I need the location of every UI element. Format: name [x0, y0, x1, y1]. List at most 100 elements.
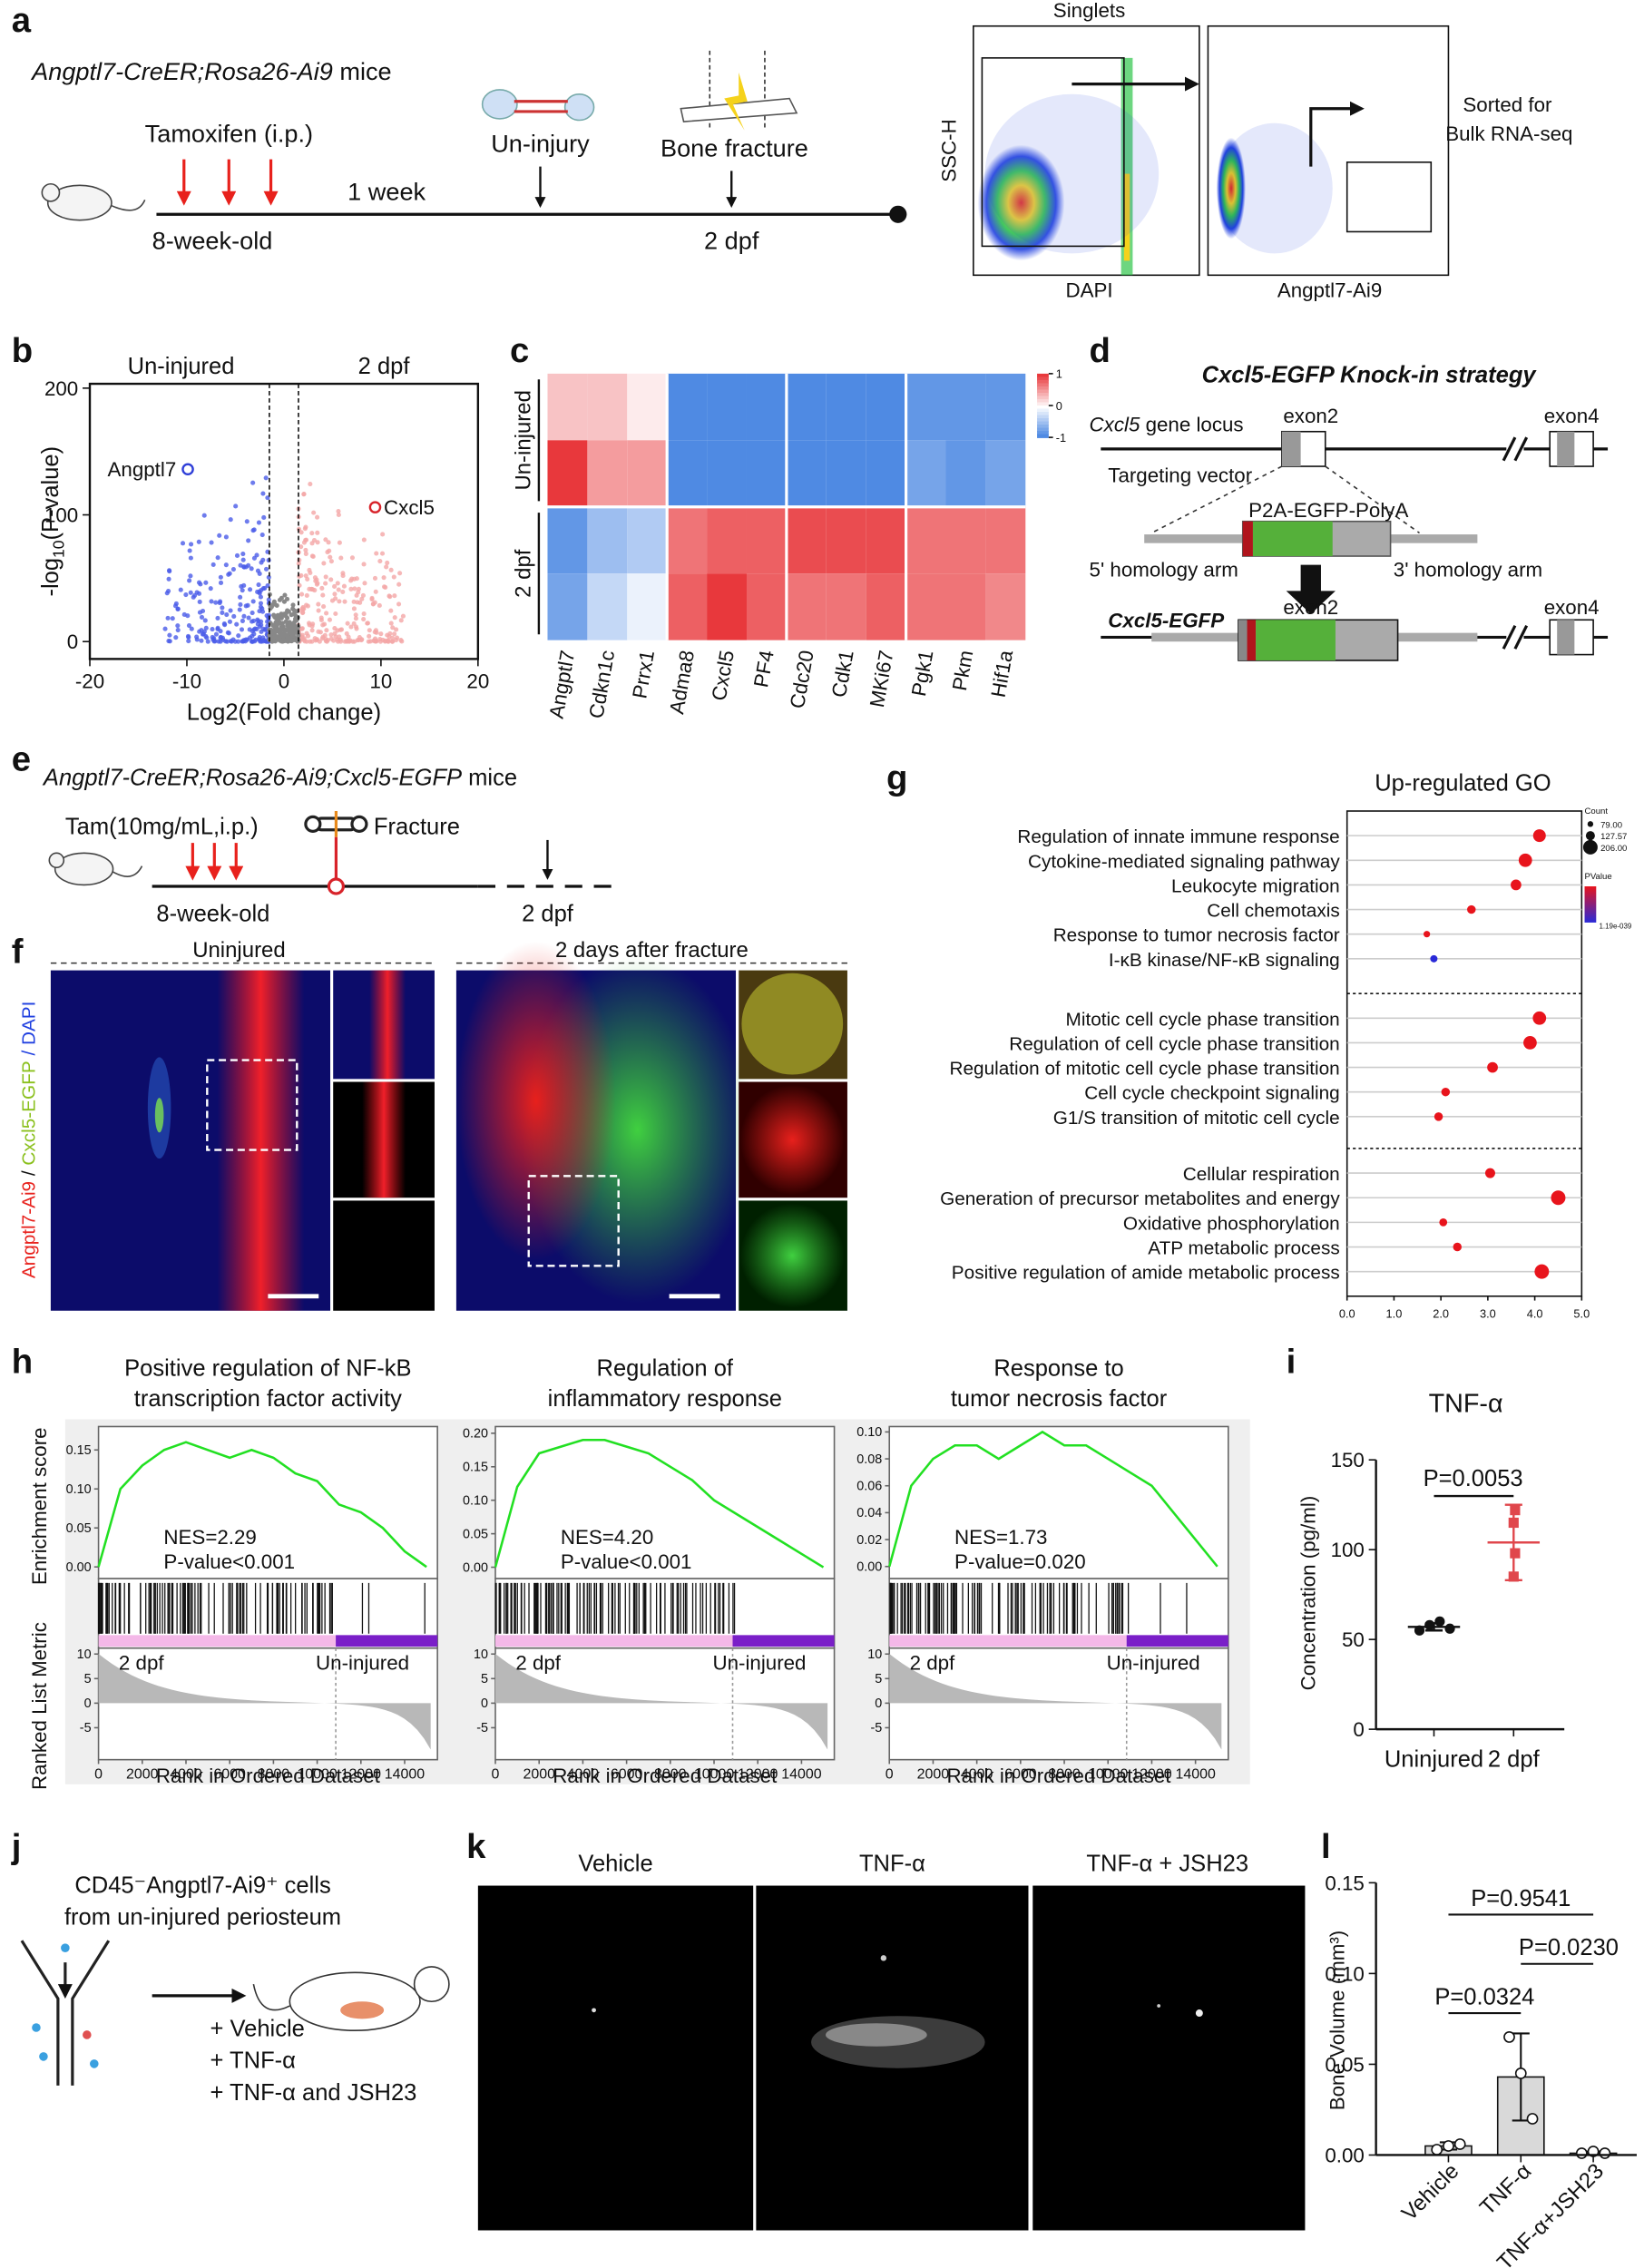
heat-cell: [547, 440, 588, 507]
panel-letter: j: [11, 1827, 22, 1866]
heat-cell: [866, 373, 906, 441]
background-point: [308, 639, 313, 644]
label: NES=4.20: [561, 1526, 653, 1549]
background-point: [246, 615, 251, 621]
background-point: [239, 627, 245, 632]
background-point: [360, 592, 366, 598]
label-part: -log: [38, 558, 64, 597]
flow-plots: [973, 24, 1450, 277]
label: 2 dpf: [358, 354, 411, 379]
label: Bone fracture: [661, 133, 808, 161]
background-point: [288, 636, 293, 642]
label: Up-regulated GO: [1375, 771, 1551, 797]
panel-letter: e: [12, 739, 31, 778]
background-point: [324, 628, 329, 633]
heat-cell: [945, 373, 986, 441]
heat-cell: [985, 373, 1026, 441]
background-point: [396, 582, 402, 587]
x-tick-label: 0: [886, 1766, 894, 1782]
background-point: [290, 602, 296, 608]
background-point: [224, 612, 230, 618]
background-point: [251, 618, 257, 623]
label: 3' homology arm: [1394, 558, 1542, 581]
label: 5' homology arm: [1090, 558, 1238, 581]
panel-letter: i: [1287, 1342, 1297, 1381]
rank-bar-neg: [732, 1635, 835, 1647]
background-point: [398, 618, 404, 623]
x-tick-label: 8000: [1048, 1766, 1081, 1782]
group-label: 2 dpf: [511, 549, 535, 598]
background-point: [189, 626, 194, 631]
background-point: [260, 491, 266, 496]
heat-cell: [786, 506, 827, 574]
label-part: Angptl7-CreER;Rosa26-Ai9: [30, 57, 333, 85]
background-point: [250, 599, 256, 604]
label: 2 dpf: [704, 227, 759, 255]
x-tick-label: 12000: [341, 1766, 381, 1782]
dot: [1487, 1061, 1498, 1073]
background-point: [240, 557, 246, 562]
background-point: [197, 599, 202, 605]
panel-letter: c: [510, 331, 529, 370]
label: Tam(10mg/mL,i.p.): [65, 815, 259, 840]
background-point: [289, 627, 295, 632]
background-point: [328, 577, 334, 582]
background-point: [210, 637, 216, 642]
label: 2 dpf: [515, 1652, 561, 1675]
rank-bar-neg: [1126, 1635, 1228, 1647]
background-point: [320, 622, 326, 628]
heat-cell: [587, 573, 628, 640]
label-part: Angptl7-Ai9: [18, 1181, 39, 1278]
term-label: Oxidative phosphorylation: [1123, 1213, 1340, 1234]
background-point: [283, 638, 289, 643]
background-point: [303, 551, 308, 556]
es-frame: [494, 1425, 836, 1579]
label: 1 week: [347, 177, 426, 205]
background-point: [250, 633, 255, 639]
background-point: [328, 559, 334, 564]
background-point: [285, 622, 290, 628]
background-point: [374, 551, 379, 556]
background-point: [218, 574, 223, 580]
legend-dot: [1585, 831, 1595, 841]
background-point: [312, 575, 318, 581]
y-tick-label: 0.06: [856, 1480, 882, 1494]
dot: [1439, 1218, 1448, 1227]
background-point: [336, 587, 341, 592]
x-tick-label: 6000: [1004, 1766, 1037, 1782]
background-point: [298, 544, 304, 550]
background-point: [337, 540, 342, 545]
label: Rank in Ordered Dataset: [947, 1765, 1172, 1787]
background-point: [385, 639, 390, 644]
background-point: [377, 639, 384, 644]
heat-cell: [826, 573, 866, 640]
background-point: [351, 606, 357, 611]
dot: [1532, 1011, 1547, 1025]
background-point: [388, 608, 394, 613]
y-tick-label: 50: [1342, 1628, 1365, 1651]
label: Log2(Fold change): [187, 699, 381, 725]
background-point: [178, 587, 183, 592]
label: Angptl7-Ai9 / Cxcl5-EGFP / DAPI: [18, 1002, 39, 1279]
background-point: [250, 528, 256, 533]
background-point: [189, 542, 194, 547]
term-label: Positive regulation of amide metabolic p…: [952, 1263, 1340, 1284]
background-point: [323, 574, 328, 580]
gene-label: Prrx1: [628, 649, 659, 700]
point: [1575, 2147, 1588, 2159]
background-point: [353, 612, 358, 618]
label: NES=2.29: [163, 1526, 256, 1549]
label: Un-injured: [316, 1652, 409, 1675]
colorbar-step: [1037, 425, 1049, 429]
background-point: [348, 586, 354, 591]
y-tick-label: 150: [1331, 1449, 1365, 1471]
x-tick-label: 0: [492, 1766, 500, 1782]
gene-label: Cxcl5: [708, 649, 739, 702]
heat-cell: [627, 506, 668, 574]
point: [1526, 2113, 1539, 2125]
term-label: ATP metabolic process: [1148, 1238, 1339, 1259]
y-tick-label: 10: [77, 1647, 92, 1662]
term-label: G1/S transition of mitotic cell cycle: [1053, 1108, 1340, 1129]
background-point: [218, 639, 223, 644]
background-point: [215, 615, 220, 621]
